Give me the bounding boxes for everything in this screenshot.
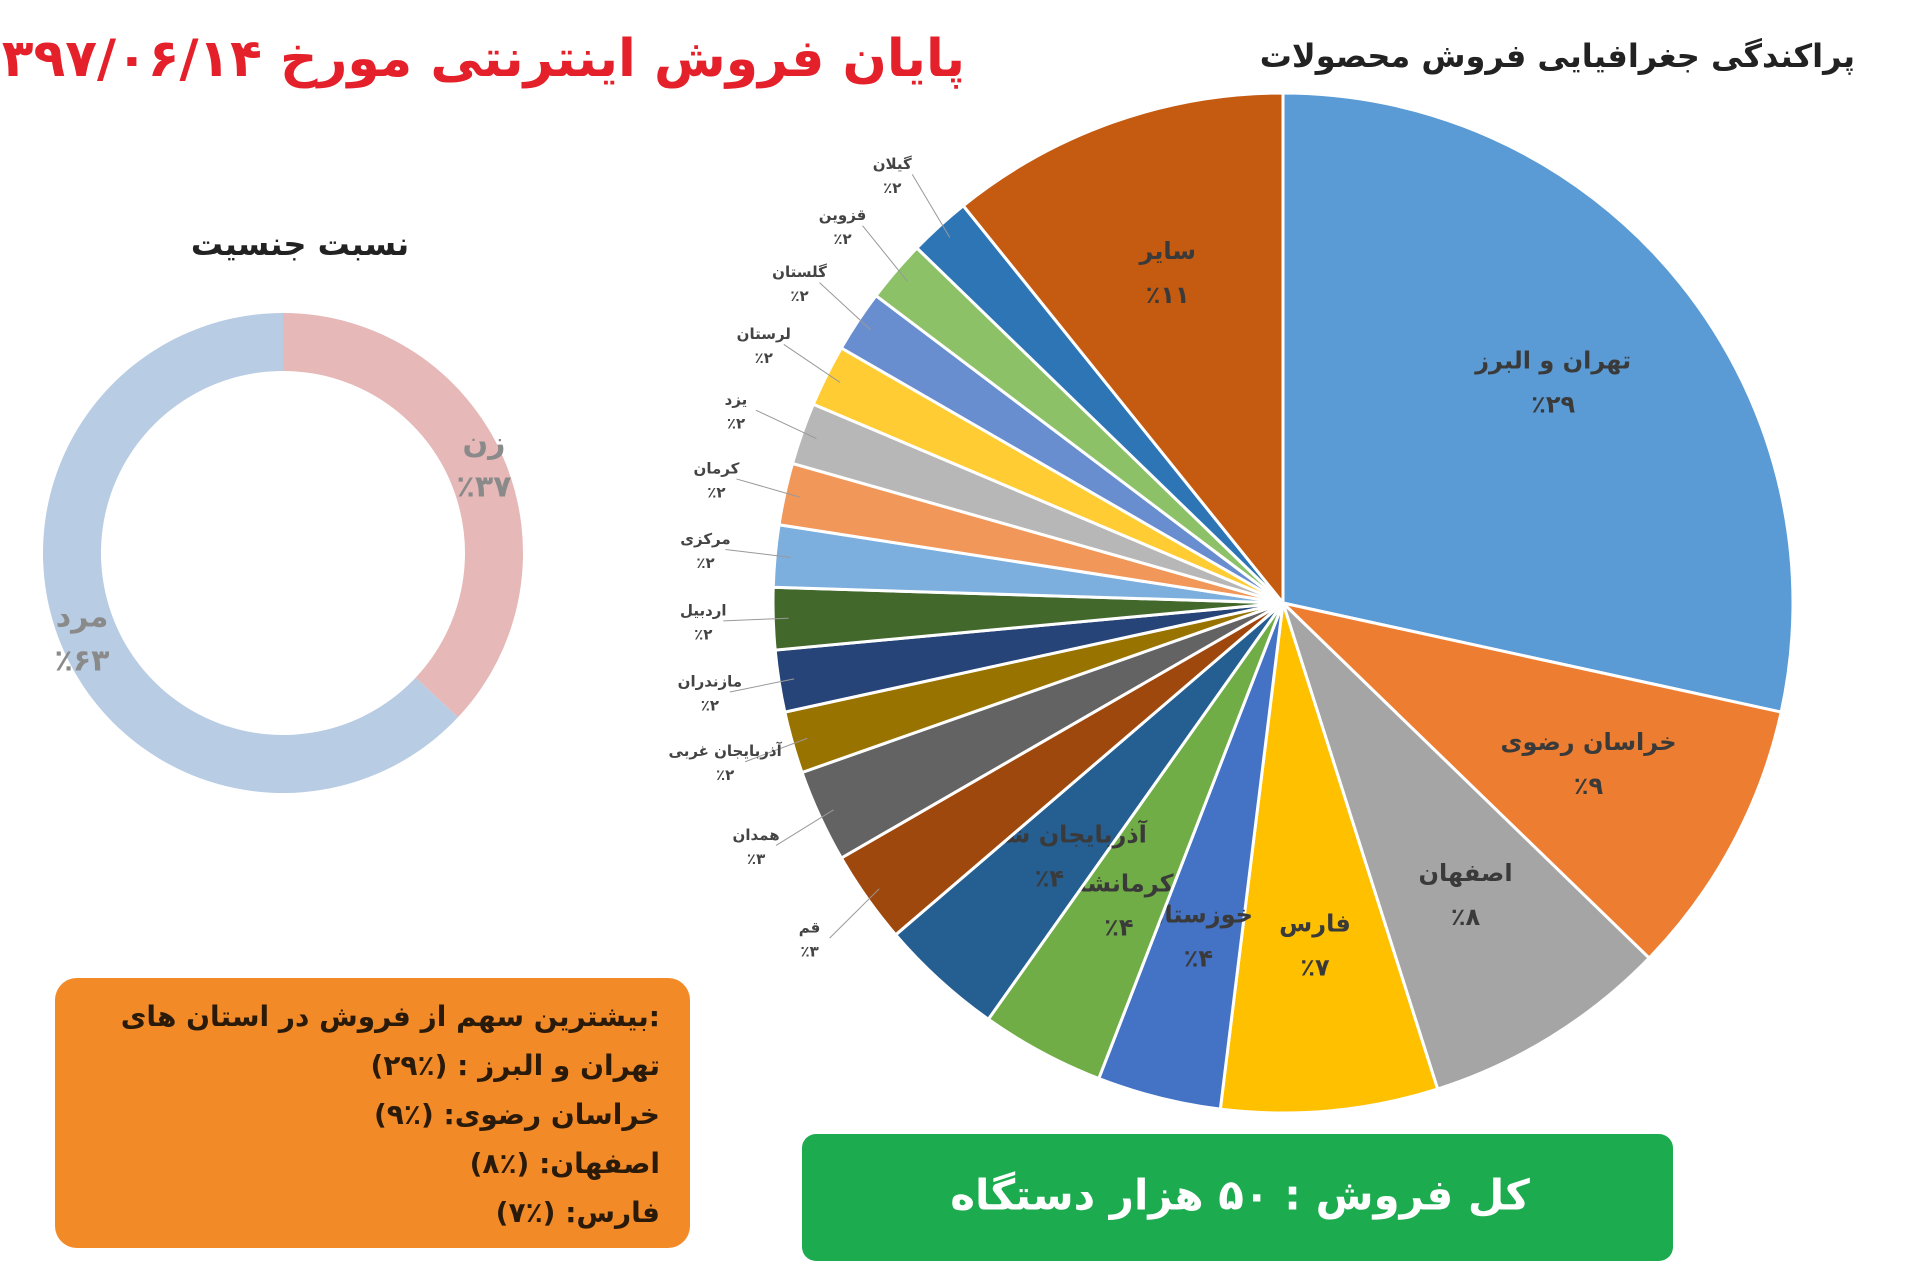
slice-label: قزوین: [819, 206, 867, 224]
pie-title: پراکندگی جغرافیایی فروش محصولات: [1260, 37, 1855, 75]
summary-line: اصفهان: (٪۸): [470, 1147, 660, 1180]
slice-label: کرمان: [694, 459, 740, 477]
leader-line: [783, 344, 841, 383]
slice-value: ٪۲: [755, 349, 773, 367]
charts: زن ٪۳۷ مرد ٪۶۳ تهران و البرز ٪۲۹ خراسان رضوی ٪۹…: [43, 91, 1795, 1115]
slice-label: همدان: [733, 826, 780, 844]
summary-line: تهران و البرز : (٪۲۹): [371, 1049, 660, 1082]
slice-value: ٪۲: [694, 625, 712, 643]
slice-value: ٪۶۳: [55, 643, 110, 678]
leader-line: [819, 282, 871, 331]
slice-value: ٪۲: [707, 483, 725, 501]
page-title: پایان فروش اینترنتی مورخ ۱۳۹۷/۰۶/۱۴: [0, 29, 965, 89]
slice: [1278, 600, 1783, 961]
slice-value: ٪۲: [833, 230, 851, 248]
slice-value: ٪۲۹: [1531, 391, 1575, 419]
summary-line: بیشترین سهم از فروش در استان های:: [121, 1000, 660, 1033]
slice: [961, 91, 1285, 608]
slice-label: زن: [463, 426, 506, 461]
slice-label: خراسان رضوی: [1501, 728, 1677, 756]
slice-value: ٪۹: [1574, 772, 1604, 800]
leader-line: [755, 409, 817, 440]
slice-label: اردبیل: [680, 601, 727, 619]
slice-label: یزد: [725, 391, 748, 409]
leader-line: [736, 478, 800, 498]
slice: [43, 313, 458, 794]
slice: [1281, 601, 1652, 1091]
leader-line: [775, 809, 834, 846]
slice-value: ٪۴: [1035, 864, 1064, 892]
slice-label: قم: [799, 919, 821, 937]
slice-label: آذربایجان غربی: [669, 742, 783, 760]
slice-value: ٪۳: [800, 943, 818, 961]
slice: [1218, 602, 1440, 1115]
slice-label: سایر: [1138, 237, 1196, 265]
slice-value: ٪۳: [747, 850, 765, 868]
slice-value: ٪۷: [1300, 953, 1330, 981]
leader-line: [911, 174, 951, 238]
slice-value: ٪۲: [790, 287, 808, 305]
slice-label: فارس: [1279, 909, 1351, 937]
slice-label: مرد: [56, 599, 109, 634]
slice-label: لرستان: [737, 325, 791, 343]
leader-line: [723, 617, 789, 622]
slice-value: ٪۴: [1104, 914, 1133, 942]
summary-lines: بیشترین سهم از فروش در استان های: تهران و…: [121, 1000, 660, 1229]
summary-line: فارس: (٪۷): [496, 1196, 660, 1229]
slice-label: مرکزی: [680, 530, 730, 548]
slice-label: اصفهان: [1419, 859, 1513, 887]
slice-value: ٪۲: [883, 179, 901, 197]
summary-line: خراسان رضوی: (٪۹): [374, 1098, 660, 1131]
slice-label: گلستان: [772, 263, 827, 281]
leader-line: [744, 737, 808, 763]
slice-value: ٪۱۱: [1146, 281, 1190, 309]
leader-line: [729, 678, 795, 693]
slice-value: ٪۲: [716, 766, 734, 784]
summary-box: [55, 978, 690, 1248]
leader-line: [829, 888, 880, 939]
slice-label: تهران و البرز: [1474, 347, 1631, 375]
leader-line: [725, 548, 791, 558]
slice-value: ٪۳۷: [457, 470, 512, 505]
slice-label: مازندران: [678, 672, 742, 690]
slice-value: ٪۲: [696, 554, 714, 572]
slice-label: گیلان: [873, 155, 912, 173]
total-text: کل فروش : ۵۰ هزار دستگاه: [950, 1171, 1530, 1221]
slice-value: ٪۲: [727, 415, 745, 433]
donut-title: نسبت جنسیت: [191, 225, 409, 263]
slice-value: ٪۲: [701, 696, 719, 714]
leader-line: [862, 225, 908, 282]
slice: [1281, 91, 1795, 714]
total-box: [802, 1134, 1673, 1261]
slice-value: ٪۴: [1184, 944, 1213, 972]
slice-value: ٪۸: [1451, 903, 1481, 931]
slice: [283, 313, 523, 718]
